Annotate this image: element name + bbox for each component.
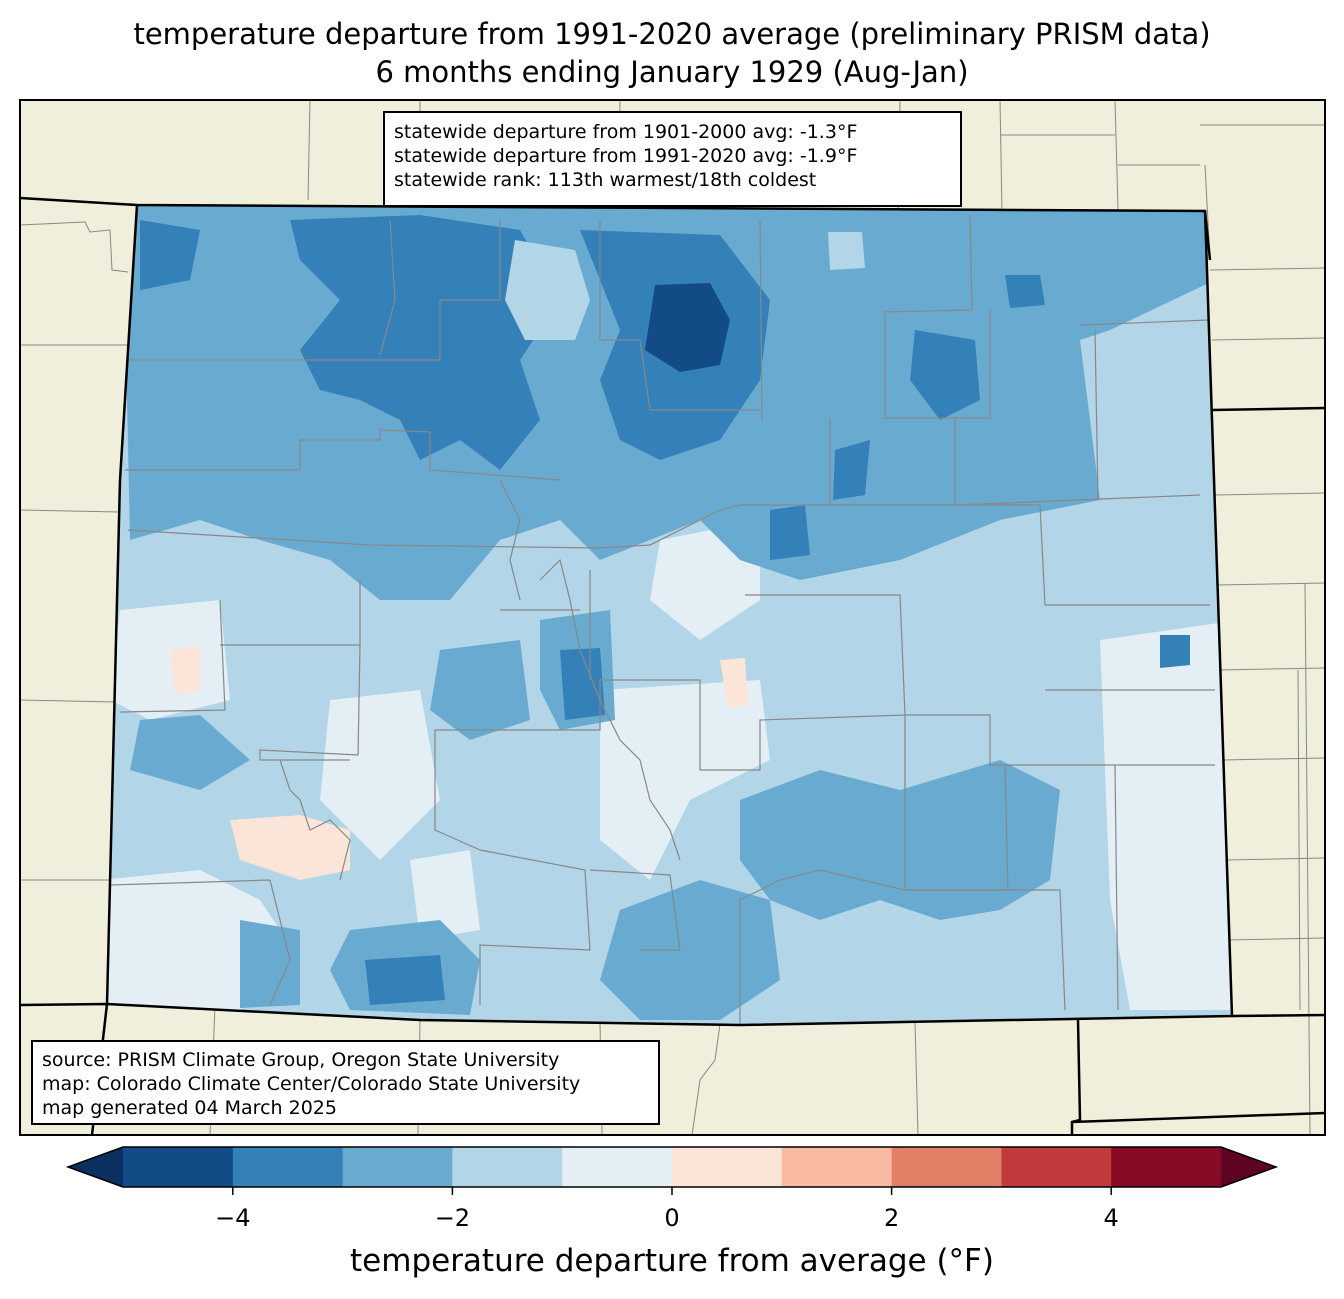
map-credit-line: map: Colorado Climate Center/Colorado St… [42, 1073, 581, 1095]
colorbar-bin-3 [452, 1147, 563, 1187]
colorbar-tick-label: 0 [664, 1204, 680, 1232]
map-title-line2: 6 months ending January 1929 (Aug-Jan) [375, 55, 969, 89]
stats-1991-2020: statewide departure from 1991-2020 avg: … [394, 145, 858, 167]
statewide-stats-box: statewide departure from 1901-2000 avg: … [383, 111, 962, 207]
colorbar-tick-label: −4 [215, 1204, 251, 1232]
colorbar-label: temperature departure from average (°F) [350, 1243, 994, 1279]
colorbar-tick-label: 4 [1103, 1204, 1119, 1232]
departure-field [107, 205, 1232, 1025]
generated-date-line: map generated 04 March 2025 [42, 1097, 337, 1119]
colorbar-under-arrow [68, 1147, 123, 1187]
stats-1901-2000: statewide departure from 1901-2000 avg: … [394, 121, 858, 143]
colorbar-outline [65, 1146, 1279, 1188]
source-box: source: PRISM Climate Group, Oregon Stat… [31, 1040, 660, 1125]
colorbar-bin-4 [562, 1147, 673, 1187]
colorbar-bin-0 [123, 1147, 234, 1187]
source-line: source: PRISM Climate Group, Oregon Stat… [42, 1049, 560, 1071]
colorbar-bin-1 [232, 1147, 344, 1187]
colorbar-bin-5 [672, 1147, 783, 1187]
colorbar-tick-label: −2 [434, 1204, 471, 1232]
county-lines [109, 214, 1215, 1025]
colorbar-over-arrow [1221, 1147, 1276, 1187]
colorbar-bin-9 [1111, 1147, 1222, 1187]
map-frame [19, 99, 1326, 1136]
map-title-line1: temperature departure from 1991-2020 ave… [133, 17, 1211, 51]
stats-rank: statewide rank: 113th warmest/18th colde… [394, 169, 817, 191]
colorbar-bin-2 [342, 1147, 453, 1187]
colorbar-tick-label: 2 [883, 1204, 900, 1232]
colorbar-bin-8 [1001, 1147, 1112, 1187]
colorbar-bin-6 [781, 1147, 893, 1187]
colorbar-bin-7 [891, 1147, 1002, 1187]
state-borders [20, 196, 1325, 1135]
